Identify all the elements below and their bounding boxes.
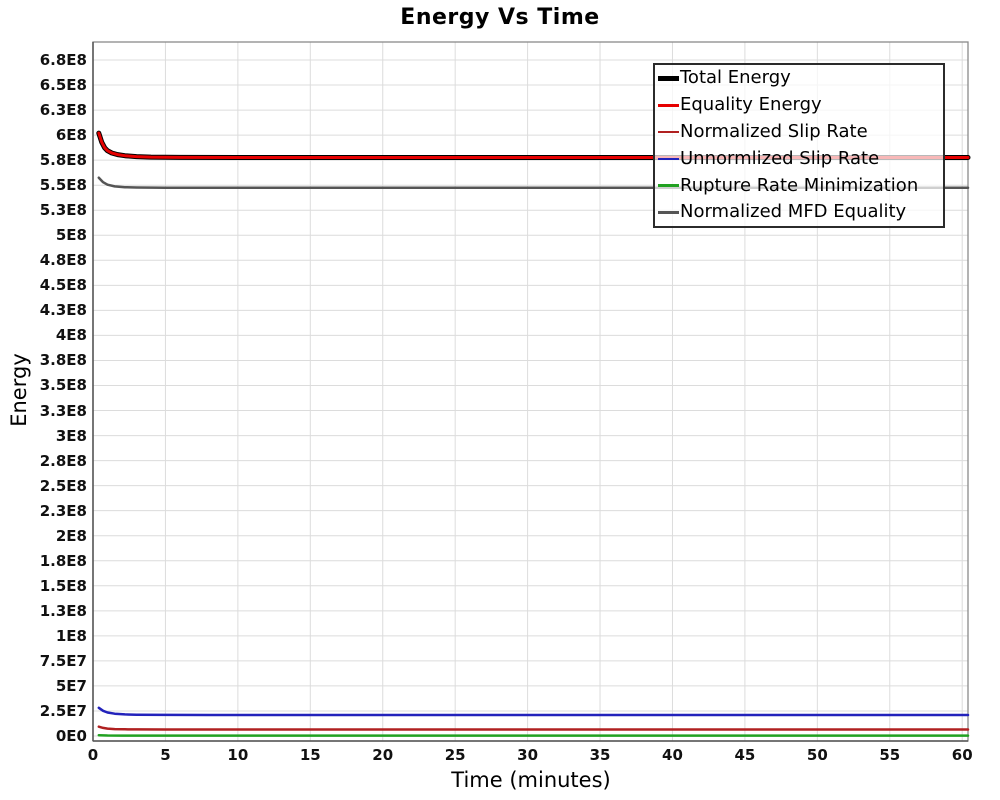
x-tick-label: 5 — [160, 746, 171, 764]
legend-box: Total Energy Equality Energy Normalized Sl… — [653, 63, 945, 228]
legend-item-total-energy: Total Energy — [655, 65, 943, 92]
y-tick-label: 3.5E8 — [39, 376, 87, 395]
series-line-unnormlized-slip-rate — [97, 706, 970, 717]
y-tick-label: 0E0 — [55, 726, 87, 745]
y-tick-label: 5E7 — [55, 676, 87, 695]
y-tick-label: 5.5E8 — [39, 176, 87, 195]
legend-item-normalized-slip-rate: Normalized Slip Rate — [655, 119, 943, 146]
y-tick-label: 4E8 — [55, 326, 87, 345]
x-tick-label: 45 — [734, 746, 756, 764]
y-tick-label: 4.5E8 — [39, 276, 87, 295]
y-tick-label: 6.8E8 — [39, 51, 87, 70]
legend-item-unnormlized-slip-rate: Unnormlized Slip Rate — [655, 145, 943, 172]
y-tick-label: 2.5E8 — [39, 476, 87, 495]
y-tick-label: 2.8E8 — [39, 451, 87, 470]
x-tick-label: 40 — [662, 746, 683, 764]
legend-item-rupture-rate-minimization: Rupture Rate Minimization — [655, 172, 943, 199]
y-tick-label: 5.8E8 — [39, 151, 87, 170]
y-tick-label: 5.3E8 — [39, 201, 87, 220]
y-tick-label: 3E8 — [55, 426, 87, 445]
x-axis-label: Time (minutes) — [451, 768, 611, 792]
y-tick-label: 2.3E8 — [39, 501, 87, 520]
y-tick-label: 3.8E8 — [39, 351, 87, 370]
x-tick-label: 25 — [444, 746, 466, 764]
legend-swatch-rupture-rate-minimization — [658, 184, 679, 187]
legend-label: Normalized Slip Rate — [680, 120, 868, 142]
y-tick-label: 2E8 — [55, 526, 87, 545]
chart-title: Energy Vs Time — [400, 5, 600, 30]
x-tick-label: 0 — [87, 746, 99, 764]
y-tick-label: 1.8E8 — [39, 551, 87, 570]
legend-label: Equality Energy — [680, 94, 822, 116]
legend-label: Total Energy — [680, 67, 791, 89]
series-line-normalized-mfd-equality — [97, 176, 970, 190]
y-tick-label: 1.3E8 — [39, 601, 87, 620]
x-tick-label: 60 — [951, 746, 973, 764]
y-tick-label: 4.3E8 — [39, 301, 87, 320]
x-tick-label: 30 — [517, 746, 539, 764]
legend-swatch-equality-energy — [658, 103, 679, 107]
series-line-equality-energy — [97, 131, 970, 159]
legend-label: Normalized MFD Equality — [680, 201, 907, 223]
x-tick-label: 35 — [589, 746, 611, 764]
y-tick-label: 2.5E7 — [39, 701, 87, 720]
series-line-normalized-slip-rate — [97, 725, 970, 731]
x-tick-label: 10 — [227, 746, 249, 764]
x-tick-label: 50 — [806, 746, 828, 764]
y-tick-label: 6E8 — [55, 126, 87, 145]
legend-swatch-unnormlized-slip-rate — [658, 157, 679, 161]
y-tick-label: 3.3E8 — [39, 401, 87, 420]
legend-swatch-total-energy — [658, 76, 679, 81]
legend-label: Rupture Rate Minimization — [680, 174, 919, 196]
y-tick-label: 1E8 — [55, 626, 87, 645]
y-tick-label: 7.5E7 — [39, 651, 87, 670]
legend-swatch-normalized-slip-rate — [658, 130, 679, 134]
y-axis-label: Energy — [7, 353, 31, 427]
y-tick-label: 6.3E8 — [39, 101, 87, 120]
y-tick-label: 5E8 — [55, 226, 87, 245]
legend-item-normalized-mfd-equality: Normalized MFD Equality — [655, 199, 943, 226]
y-tick-label: 1.5E8 — [39, 576, 87, 595]
y-tick-label: 4.8E8 — [39, 251, 87, 270]
legend-item-equality-energy: Equality Energy — [655, 92, 943, 119]
legend-label: Unnormlized Slip Rate — [680, 147, 880, 169]
y-tick-label: 6.5E8 — [39, 76, 87, 95]
legend-swatch-normalized-mfd-equality — [658, 211, 679, 214]
x-tick-label: 20 — [372, 746, 394, 764]
x-tick-label: 15 — [299, 746, 321, 764]
x-tick-label: 55 — [879, 746, 901, 764]
